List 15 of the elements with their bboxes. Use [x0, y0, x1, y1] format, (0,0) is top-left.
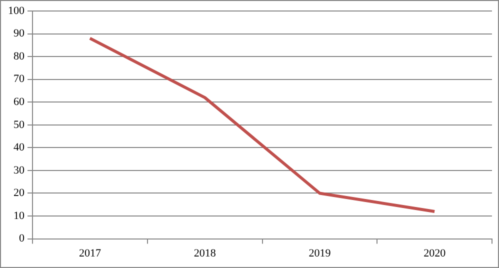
y-tick-label: 70	[14, 73, 25, 86]
y-tick-label: 80	[14, 50, 25, 62]
x-tick-label: 2019	[308, 247, 332, 260]
x-tick-label: 2017	[78, 247, 102, 260]
y-tick-label: 20	[14, 187, 25, 200]
y-tick-label: 30	[14, 164, 25, 176]
y-tick-label: 60	[14, 96, 25, 108]
x-tick-label: 2018	[194, 247, 216, 260]
x-tick-label: 2020	[424, 247, 446, 260]
y-tick-label: 40	[14, 142, 25, 154]
y-tick-label: 100	[8, 4, 25, 17]
y-tick-label: 10	[14, 210, 25, 222]
y-tick-label: 0	[19, 232, 25, 245]
y-tick-label: 50	[14, 118, 25, 131]
y-tick-label: 90	[14, 28, 25, 40]
